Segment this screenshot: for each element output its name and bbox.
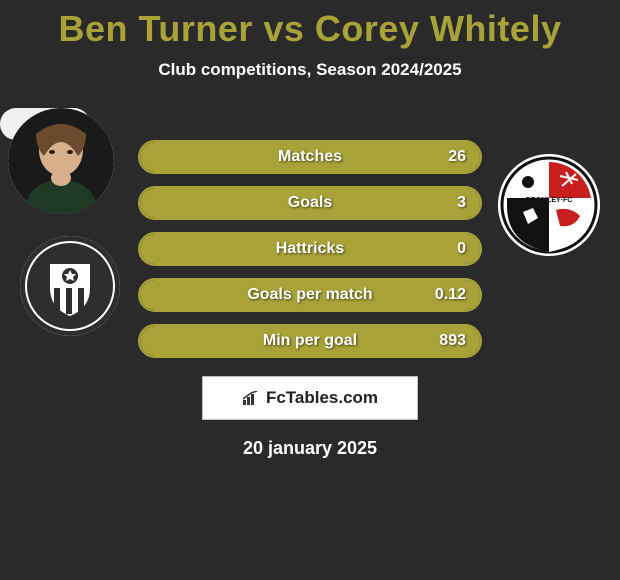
brand-box[interactable]: FcTables.com xyxy=(202,376,418,420)
stat-label: Goals per match xyxy=(140,286,480,304)
stat-value: 0.12 xyxy=(435,286,466,304)
page-title: Ben Turner vs Corey Whitely xyxy=(0,0,620,50)
club1-badge xyxy=(20,236,120,336)
stats-bars: Matches26 Goals3 Hattricks0 Goals per match… xyxy=(138,140,482,358)
stat-bar: Hattricks0 xyxy=(138,232,482,266)
stat-bar: Min per goal893 xyxy=(138,324,482,358)
stat-label: Goals xyxy=(140,194,480,212)
brand-label: FcTables.com xyxy=(266,388,378,408)
stat-value: 26 xyxy=(448,148,466,166)
content-area: BROMLEY·FC Matches26 Goals3 Hattricks0 Goal… xyxy=(0,108,620,358)
club2-badge: BROMLEY·FC xyxy=(498,154,600,256)
page-subtitle: Club competitions, Season 2024/2025 xyxy=(0,60,620,80)
date-label: 20 january 2025 xyxy=(0,438,620,459)
player1-avatar xyxy=(8,108,114,214)
stat-value: 3 xyxy=(457,194,466,212)
stat-value: 0 xyxy=(457,240,466,258)
stat-label: Min per goal xyxy=(140,332,480,350)
stat-bar: Goals3 xyxy=(138,186,482,220)
stat-bar: Goals per match0.12 xyxy=(138,278,482,312)
svg-text:BROMLEY·FC: BROMLEY·FC xyxy=(526,197,573,204)
stat-value: 893 xyxy=(439,332,466,350)
stat-label: Hattricks xyxy=(140,240,480,258)
stat-bar: Matches26 xyxy=(138,140,482,174)
stat-label: Matches xyxy=(140,148,480,166)
chart-icon xyxy=(242,391,260,405)
